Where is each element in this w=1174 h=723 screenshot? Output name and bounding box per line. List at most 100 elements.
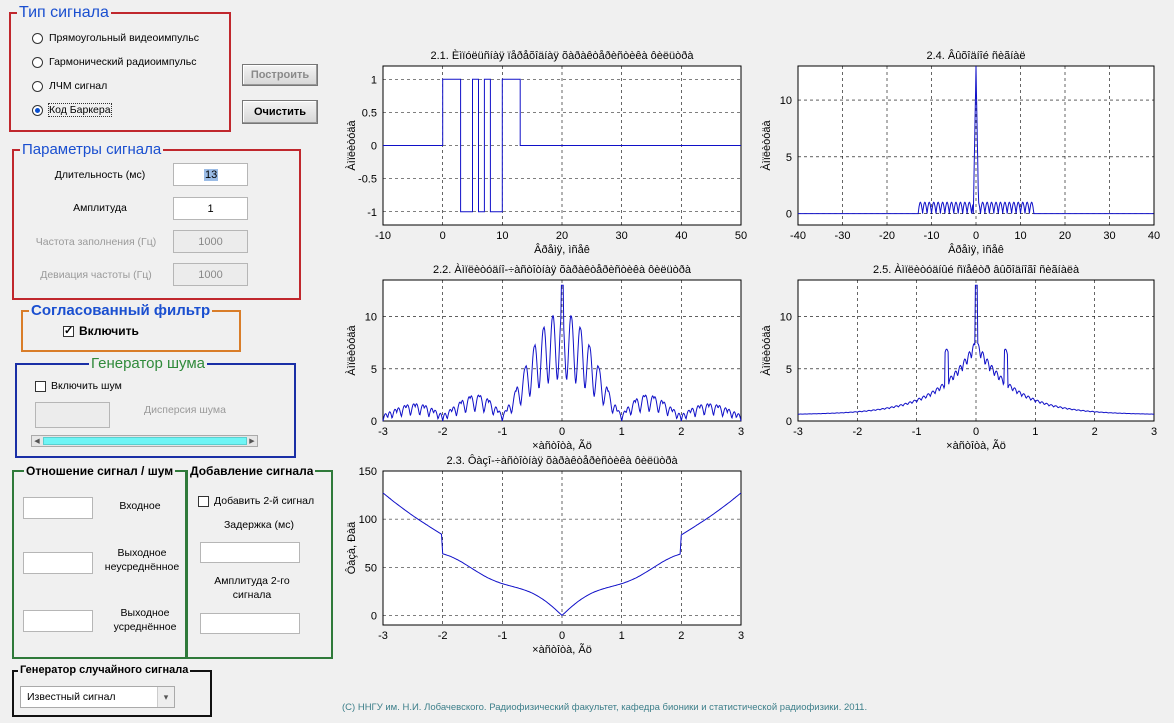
y-tick-label: 0 [786,209,792,221]
signal-params-legend: Параметры сигнала [22,141,162,158]
x-tick-label: 3 [738,630,744,642]
y-tick-label: 100 [359,514,377,526]
noise-generator-group: Генератор шума [15,356,296,458]
y-tick-label: 0 [786,416,792,428]
slider-left-arrow-icon[interactable]: ◀ [34,438,40,445]
signal-params-group: Параметры сигнала [12,142,301,300]
radio-button-icon[interactable] [32,32,43,44]
chart-impulse-response: -10 0 10 20 30 40 50 -1 -0.5 0 0.5 1 2.1. Èìïóëüñíàÿ… [345,49,747,256]
x-axis-label: ×àñòîòà, Ãö [532,439,592,452]
amplitude-input[interactable]: 1 [173,197,248,220]
snr-output-raw-label: Выходное неусреднённое [104,547,180,573]
x-tick-label: -10 [375,230,391,242]
random-generator-group: Генератор случайного сигнала [12,665,212,717]
x-axis-label: ×àñòîòà, Ãö [532,643,592,656]
x-tick-label: 2 [678,630,684,642]
chart-output-spectrum: -3 -2 -1 0 1 2 3 0 5 10 2.5. Àìïëèòóäíûé ñïåêòð âû… [760,263,1157,452]
radio-barker-code[interactable]: Код Баркера [32,103,112,117]
matched-filter-toggle[interactable]: Включить [63,324,139,338]
y-tick-label: 5 [371,364,377,376]
delay-input[interactable] [200,542,300,563]
matched-filter-enable-label: Включить [79,324,139,338]
radio-label: Прямоугольный видеоимпульс [49,32,199,44]
y-axis-label: Àìïëèòóäà [345,325,358,376]
random-signal-select[interactable]: Известный сигнал ▾ [20,686,175,708]
x-tick-label: 10 [496,230,508,242]
plot-area [382,279,742,422]
random-signal-selected: Известный сигнал [27,691,116,703]
amplitude-label: Амплитуда [73,202,127,214]
radio-button-icon[interactable] [32,80,43,92]
add-second-signal-toggle[interactable]: Добавить 2-й сигнал [198,495,314,507]
radio-harmonic-pulse[interactable]: Гармонический радиоимпульс [32,56,196,68]
x-tick-label: -1 [497,426,507,438]
y-axis-label: Ôàçà, Ðàä [345,521,358,574]
checkbox-icon[interactable] [63,324,74,337]
matched-filter-group: Согласованный фильтр [21,303,241,352]
freq-deviation-label: Девиация частоты (Гц) [40,269,152,281]
series-line [382,284,742,422]
y-tick-label: 5 [786,364,792,376]
freq-deviation-input[interactable]: 1000 [173,263,248,286]
chart-output-signal: -40 -30 -20 -10 0 10 20 30 40 0 5 10 2.4. Âûõîäíîé ñ… [760,49,1160,256]
x-tick-label: -2 [852,426,862,438]
second-amplitude-input[interactable] [200,613,300,634]
radio-label: Гармонический радиоимпульс [49,56,197,68]
x-tick-label: 50 [735,230,747,242]
y-tick-label: -0.5 [358,174,377,186]
snr-output-raw-field[interactable] [23,552,93,574]
checkbox-icon[interactable] [198,495,209,507]
radio-button-icon[interactable] [32,104,43,116]
noise-variance-input[interactable] [35,402,110,428]
signal-type-group: Тип сигнала [9,5,231,132]
radio-button-icon[interactable] [32,56,43,68]
snr-output-avg-field[interactable] [23,610,93,632]
x-tick-label: -2 [438,426,448,438]
x-axis-label: Âðåìÿ, ìñåê [534,243,590,256]
x-tick-label: -3 [378,630,388,642]
y-tick-label: 5 [786,152,792,164]
duration-value: 13 [204,168,219,181]
matched-filter-legend: Согласованный фильтр [31,302,211,319]
x-axis-label: Âðåìÿ, ìñåê [948,243,1004,256]
y-axis-label: Àìïëèòóäà [345,120,358,171]
y-axis-label: Àìïëèòóäà [760,120,773,171]
x-tick-label: 0 [440,230,446,242]
slider-thumb[interactable] [43,437,247,445]
clear-button[interactable]: Очистить [242,100,318,124]
radio-rect-pulse[interactable]: Прямоугольный видеоимпульс [32,32,199,44]
y-tick-label: 0 [371,610,377,622]
chart-title: 2.2. Àìïëèòóäíî-÷àñòîòíàÿ õàðàêòåðèñòèêà… [433,263,692,276]
signal-type-legend: Тип сигнала [19,4,109,21]
series-line [382,492,742,617]
checkbox-icon[interactable] [35,380,46,392]
x-tick-label: -2 [438,630,448,642]
snr-input-label: Входное [119,500,161,512]
radio-lfm-signal[interactable]: ЛЧМ сигнал [32,80,107,92]
noise-variance-slider[interactable]: ◀ ▶ [31,435,258,447]
noise-enable-toggle[interactable]: Включить шум [35,380,122,392]
build-button[interactable]: Построить [242,64,318,86]
slider-right-arrow-icon[interactable]: ▶ [249,438,255,445]
x-tick-label: -1 [497,630,507,642]
chart-title: 2.5. Àìïëèòóäíûé ñïåêòð âûõîäíîãî ñèãíàë… [873,263,1080,276]
x-tick-label: -20 [879,230,895,242]
chevron-down-icon[interactable]: ▾ [157,687,174,707]
y-tick-label: 0 [371,416,377,428]
fill-frequency-input[interactable]: 1000 [173,230,248,253]
delay-label: Задержка (мс) [223,519,295,531]
duration-input[interactable]: 13 [173,163,248,186]
y-axis-label: Àìïëèòóäà [760,325,773,376]
x-tick-label: 0 [559,426,565,438]
y-tick-label: 150 [359,466,377,478]
y-tick-label: 10 [365,312,377,324]
x-tick-label: 20 [556,230,568,242]
y-tick-label: 0.5 [362,107,377,119]
add-signal-legend: Добавление сигнала [190,464,314,478]
y-tick-label: 0 [371,141,377,153]
duration-label: Длительность (мс) [54,169,146,181]
plot-area [382,470,742,626]
add-second-signal-label: Добавить 2-й сигнал [214,495,315,507]
snr-input-field[interactable] [23,497,93,519]
x-tick-label: 2 [678,426,684,438]
